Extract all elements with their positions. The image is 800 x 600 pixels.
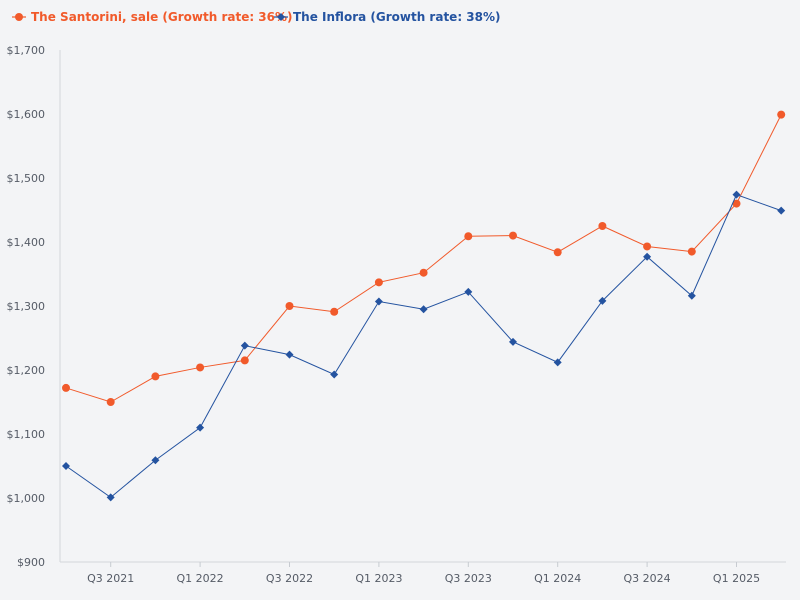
x-tick-label: Q3 2021 [87,572,134,585]
x-tick-label: Q1 2023 [355,572,402,585]
data-point [687,247,696,256]
data-point [106,493,115,502]
series-1 [62,110,786,406]
legend-label: The Inflora (Growth rate: 38%) [293,10,501,24]
y-tick-label: $1,000 [7,492,46,505]
y-tick-label: $1,200 [7,364,46,377]
x-tick-label: Q1 2022 [177,572,224,585]
y-tick-label: $1,500 [7,172,46,185]
data-point [196,423,205,432]
x-tick-label: Q1 2024 [534,572,581,585]
y-tick-label: $1,700 [7,44,46,57]
legend: The Santorini, sale (Growth rate: 36%) Th… [12,10,501,24]
data-point [598,222,607,230]
data-point [196,363,205,372]
y-tick-label: $900 [17,556,45,569]
legend-diamond-marker [277,13,285,21]
x-axis: Q3 2021 Q1 2022 Q3 2022 Q1 2023 Q3 2023 Q1 20… [60,561,786,585]
x-tick-label: Q3 2022 [266,572,313,585]
x-tick-label: Q3 2023 [445,572,492,585]
series-line [65,114,782,403]
legend-label: The Santorini, sale (Growth rate: 36%) [31,10,293,24]
x-tick-label: Q3 2024 [624,572,671,585]
data-point [777,110,786,119]
data-point [643,242,652,251]
data-point [240,341,249,350]
data-point [553,248,562,257]
data-point [330,370,339,379]
data-point [374,278,383,287]
y-axis: $900 $1,000 $1,100 $1,200 $1,300 $1,400 $1,500… [7,44,61,569]
legend-item-2: The Inflora (Growth rate: 38%) [274,10,501,24]
y-tick-label: $1,300 [7,300,46,313]
data-point [732,199,741,208]
y-tick-label: $1,400 [7,236,46,249]
data-point [777,206,786,215]
data-point [151,372,160,381]
data-point [374,297,383,306]
series-layer [62,110,786,502]
data-point [553,358,562,367]
data-point [509,337,517,346]
data-point [687,291,696,300]
series-2 [62,190,786,502]
data-point [285,350,294,359]
data-point [62,462,70,470]
data-point [419,268,428,277]
data-point [643,252,652,261]
data-point [151,456,160,465]
data-point [464,232,473,241]
data-point [464,287,473,296]
legend-circle-marker [15,13,23,21]
data-point [419,305,428,314]
data-point [285,302,294,310]
legend-item-1: The Santorini, sale (Growth rate: 36%) [12,10,293,24]
data-point [330,307,339,316]
y-tick-label: $1,100 [7,428,46,441]
x-tick-label: Q1 2025 [713,572,760,585]
series-line [65,194,782,498]
data-point [106,398,115,406]
data-point [509,231,517,240]
data-point [62,383,70,392]
data-point [732,190,741,199]
y-tick-label: $1,600 [7,108,46,121]
data-point [598,296,607,305]
data-point [240,356,249,365]
